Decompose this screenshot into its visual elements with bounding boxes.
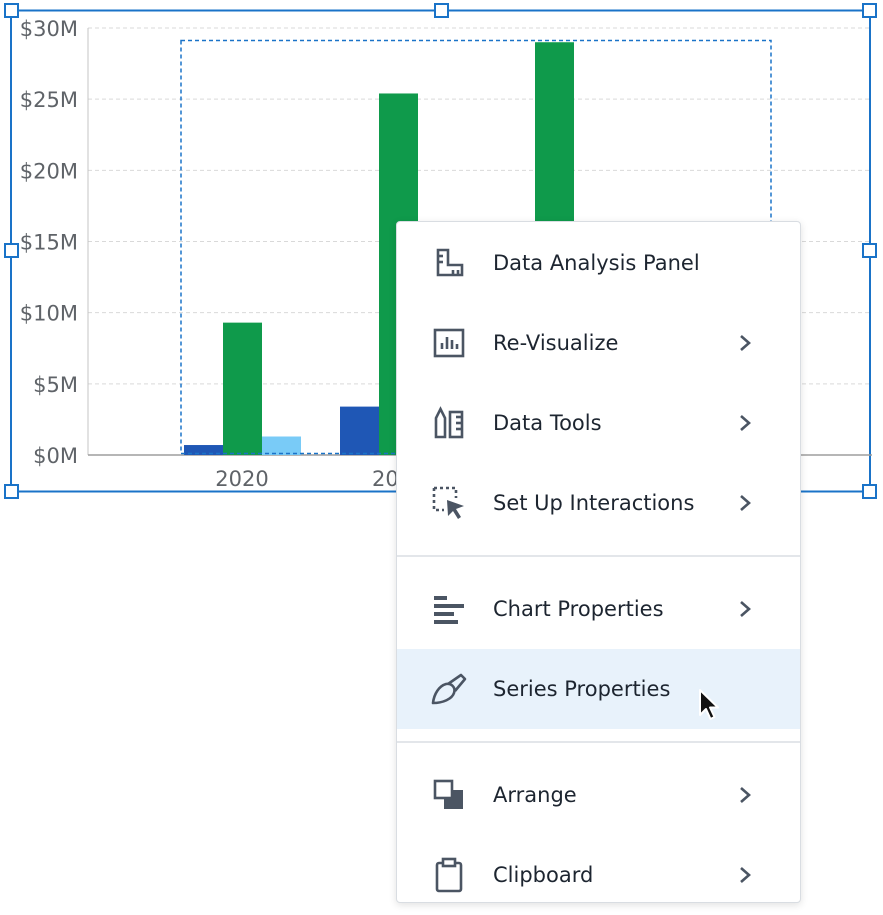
bar [223,322,262,455]
resize-handle-middle-right[interactable] [862,243,877,258]
bar-chart-icon [431,325,467,361]
chevron-right-icon [735,785,755,805]
menu-item-label: Chart Properties [493,597,664,621]
resize-handle-top-center[interactable] [434,3,449,18]
clipboard-icon [431,857,467,893]
mouse-pointer-icon [698,688,722,729]
chevron-right-icon [735,493,755,513]
menu-item-label: Data Tools [493,411,602,435]
menu-item-re-visualize[interactable]: Re-Visualize [397,303,800,383]
resize-handle-bottom-right[interactable] [862,484,877,499]
menu-item-arrange[interactable]: Arrange [397,755,800,835]
menu-item-chart-properties[interactable]: Chart Properties [397,569,800,649]
y-tick-label: $5M [33,373,78,397]
brush-icon [431,671,467,707]
menu-divider [397,741,800,743]
resize-handle-top-left[interactable] [4,3,19,18]
menu-item-set-up-interactions[interactable]: Set Up Interactions [397,463,800,543]
menu-item-clipboard[interactable]: Clipboard [397,835,800,915]
y-tick-label: $10M [20,302,78,326]
menu-item-data-analysis-panel[interactable]: Data Analysis Panel [397,223,800,303]
resize-handle-bottom-left[interactable] [4,484,19,499]
chevron-right-icon [735,333,755,353]
chevron-right-icon [735,599,755,619]
menu-item-label: Set Up Interactions [493,491,695,515]
chart-properties-icon [431,591,467,627]
menu-item-label: Series Properties [493,677,671,701]
x-tick-label: 2020 [215,467,268,491]
resize-handle-middle-left[interactable] [4,243,19,258]
y-tick-label: $20M [20,159,78,183]
ruler-icon [431,245,467,281]
context-menu: Data Analysis Panel Re-Visualize Data To… [396,221,801,903]
menu-item-series-properties[interactable]: Series Properties [397,649,800,729]
menu-item-data-tools[interactable]: Data Tools [397,383,800,463]
bar [184,445,223,455]
arrange-icon [431,777,467,813]
bar [340,406,379,455]
menu-item-label: Clipboard [493,863,594,887]
y-tick-label: $0M [33,444,78,468]
y-tick-label: $25M [20,88,78,112]
y-tick-label: $15M [20,231,78,255]
x-tick-label: 20 [372,467,399,491]
data-tools-icon [431,405,467,441]
chevron-right-icon [735,865,755,885]
resize-handle-top-right[interactable] [862,3,877,18]
interaction-cursor-icon [431,485,467,521]
menu-divider [397,555,800,557]
menu-item-label: Arrange [493,783,577,807]
menu-item-label: Re-Visualize [493,331,619,355]
y-tick-label: $30M [20,17,78,41]
bar [262,436,301,455]
chevron-right-icon [735,413,755,433]
menu-item-label: Data Analysis Panel [493,251,700,275]
